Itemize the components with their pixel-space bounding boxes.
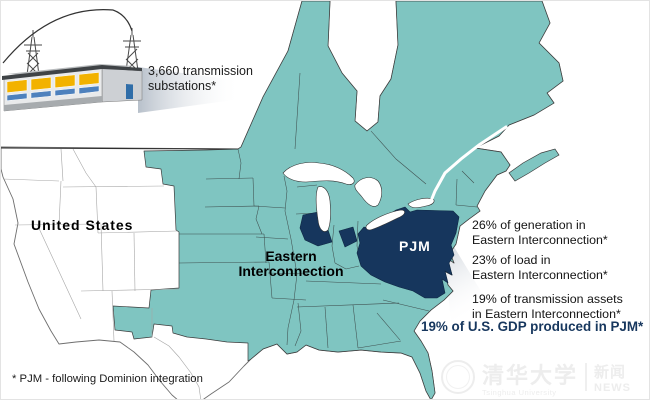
eastern-interconnection-label-line2: Interconnection (238, 263, 343, 279)
lake-superior (282, 162, 355, 185)
power-line-wires (2, 9, 133, 64)
stat-transmission-line2: in Eastern Interconnection* (472, 306, 621, 321)
lake-huron (354, 177, 383, 207)
substation-stat-line2: substations* (148, 79, 217, 93)
stat-load-line2: Eastern Interconnection* (472, 267, 608, 282)
eastern-interconnection-label-line1: Eastern (265, 248, 316, 264)
substation-stat-line1: 3,660 transmission (148, 64, 253, 78)
news-label-en: NEWS (594, 381, 632, 394)
stat-load: 23% of load in Eastern Interconnection* (472, 253, 644, 282)
stat-transmission-line1: 19% of transmission assets (472, 292, 623, 307)
footnote: * PJM - following Dominion integration (12, 373, 203, 385)
eastern-state-borders (178, 72, 478, 349)
substation-side-wall (101, 67, 143, 103)
eastern-interconnection-region (112, 1, 564, 399)
pjm-callout-wedge (442, 227, 499, 323)
university-seal-icon (441, 360, 475, 394)
stats-column: 26% of generation in Eastern Interconnec… (472, 218, 644, 322)
stat-generation-line2: Eastern Interconnection* (472, 232, 608, 247)
watermark-divider (585, 363, 588, 391)
stat-generation-line1: 26% of generation in (472, 218, 586, 232)
transmission-tower-icon (123, 28, 141, 72)
university-wordmark: 清华大学 Tsinghua University (482, 358, 578, 397)
stat-load-line1: 23% of load in (472, 253, 551, 268)
pjm-region (299, 206, 460, 299)
substation-windows-blue (6, 85, 100, 101)
lake-ontario (407, 197, 435, 208)
us-canada-border (1, 147, 239, 150)
lake-michigan (315, 186, 331, 232)
substation-illustration (2, 9, 143, 112)
lake-erie (365, 209, 405, 231)
transmission-tower-icon (24, 30, 42, 76)
substation-base (4, 96, 102, 111)
substation-roof-fascia (102, 65, 142, 71)
university-name-cn: 清华大学 (482, 362, 579, 388)
stat-transmission-assets: 19% of transmission assets in Eastern In… (472, 292, 644, 321)
news-wordmark: 新闻 NEWS (594, 361, 631, 394)
substation-roof-fascia (2, 65, 102, 80)
university-name-en: Tsinghua University (482, 387, 557, 397)
great-lakes (282, 162, 435, 232)
pjm-label: PJM (399, 238, 431, 254)
western-state-borders (2, 148, 202, 399)
news-label-cn: 新闻 (594, 363, 627, 381)
gdp-stat: 19% of U.S. GDP produced in PJM* (421, 319, 644, 334)
substation-stat: 3,660 transmission substations* (148, 64, 268, 94)
us-label: United States (31, 217, 133, 233)
st-lawrence-river (429, 125, 508, 203)
substation-door (126, 84, 133, 99)
substation-callout-wedge (138, 67, 241, 113)
substation-windows-yellow (6, 72, 100, 93)
stat-generation: 26% of generation in Eastern Interconnec… (472, 218, 644, 247)
watermark: 清华大学 Tsinghua University 新闻 NEWS (441, 356, 646, 398)
nova-scotia-region (508, 148, 560, 182)
